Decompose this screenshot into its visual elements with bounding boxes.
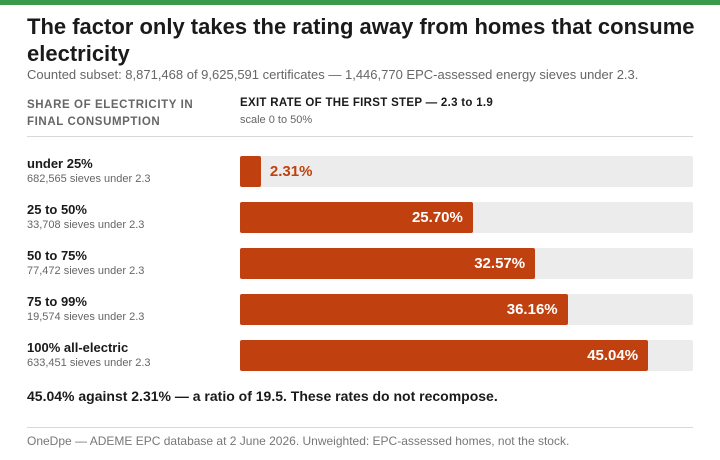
source-footer: OneDpe — ADEME EPC database at 2 June 20… — [27, 434, 570, 448]
category-label: 50 to 75% — [27, 248, 87, 263]
bar-row: 75 to 99% 19,574 sieves under 2.3 36.16% — [0, 294, 720, 326]
bar — [240, 156, 261, 187]
value-label: 25.70% — [411, 209, 463, 226]
category-count: 682,565 sieves under 2.3 — [27, 173, 151, 185]
category-label: 25 to 50% — [27, 202, 87, 217]
chart-subtitle: Counted subset: 8,871,468 of 9,625,591 c… — [27, 67, 639, 82]
bar — [240, 248, 536, 279]
header-divider — [27, 136, 693, 137]
bar — [240, 294, 568, 325]
category-label: under 25% — [27, 156, 93, 171]
bar — [240, 340, 649, 371]
category-count: 33,708 sieves under 2.3 — [27, 219, 145, 231]
bar-row: 25 to 50% 33,708 sieves under 2.3 25.70% — [0, 202, 720, 234]
bar-track: 36.16% — [240, 294, 693, 325]
bar-row: 100% all-electric 633,451 sieves under 2.… — [0, 340, 720, 372]
bar — [240, 202, 473, 233]
value-column-header: EXIT RATE OF THE FIRST STEP — 2.3 to 1.9 — [240, 97, 494, 109]
bar-track: 32.57% — [240, 248, 693, 279]
value-label: 45.04% — [587, 347, 639, 364]
category-label: 75 to 99% — [27, 294, 87, 309]
category-count: 19,574 sieves under 2.3 — [27, 311, 145, 323]
bar-track: 2.31% — [240, 156, 693, 187]
category-column-header: SHARE OF ELECTRICITY IN FINAL CONSUMPTIO… — [27, 99, 194, 128]
value-label: 36.16% — [506, 301, 558, 318]
bar-row: 50 to 75% 77,472 sieves under 2.3 32.57% — [0, 248, 720, 280]
footer-divider — [27, 427, 693, 428]
value-label: 2.31% — [269, 163, 313, 180]
bar-track: 45.04% — [240, 340, 693, 371]
value-label: 32.57% — [474, 255, 526, 272]
category-label: 100% all-electric — [27, 340, 129, 355]
bar-track: 25.70% — [240, 202, 693, 233]
top-accent-bar — [0, 0, 720, 5]
chart-title: The factor only takes the rating away fr… — [27, 14, 695, 66]
conclusion-text: 45.04% against 2.31% — a ratio of 19.5. … — [27, 388, 498, 404]
category-count: 633,451 sieves under 2.3 — [27, 357, 151, 369]
bar-row: under 25% 682,565 sieves under 2.3 2.31% — [0, 156, 720, 188]
category-count: 77,472 sieves under 2.3 — [27, 265, 145, 277]
scale-note: scale 0 to 50% — [240, 114, 313, 126]
